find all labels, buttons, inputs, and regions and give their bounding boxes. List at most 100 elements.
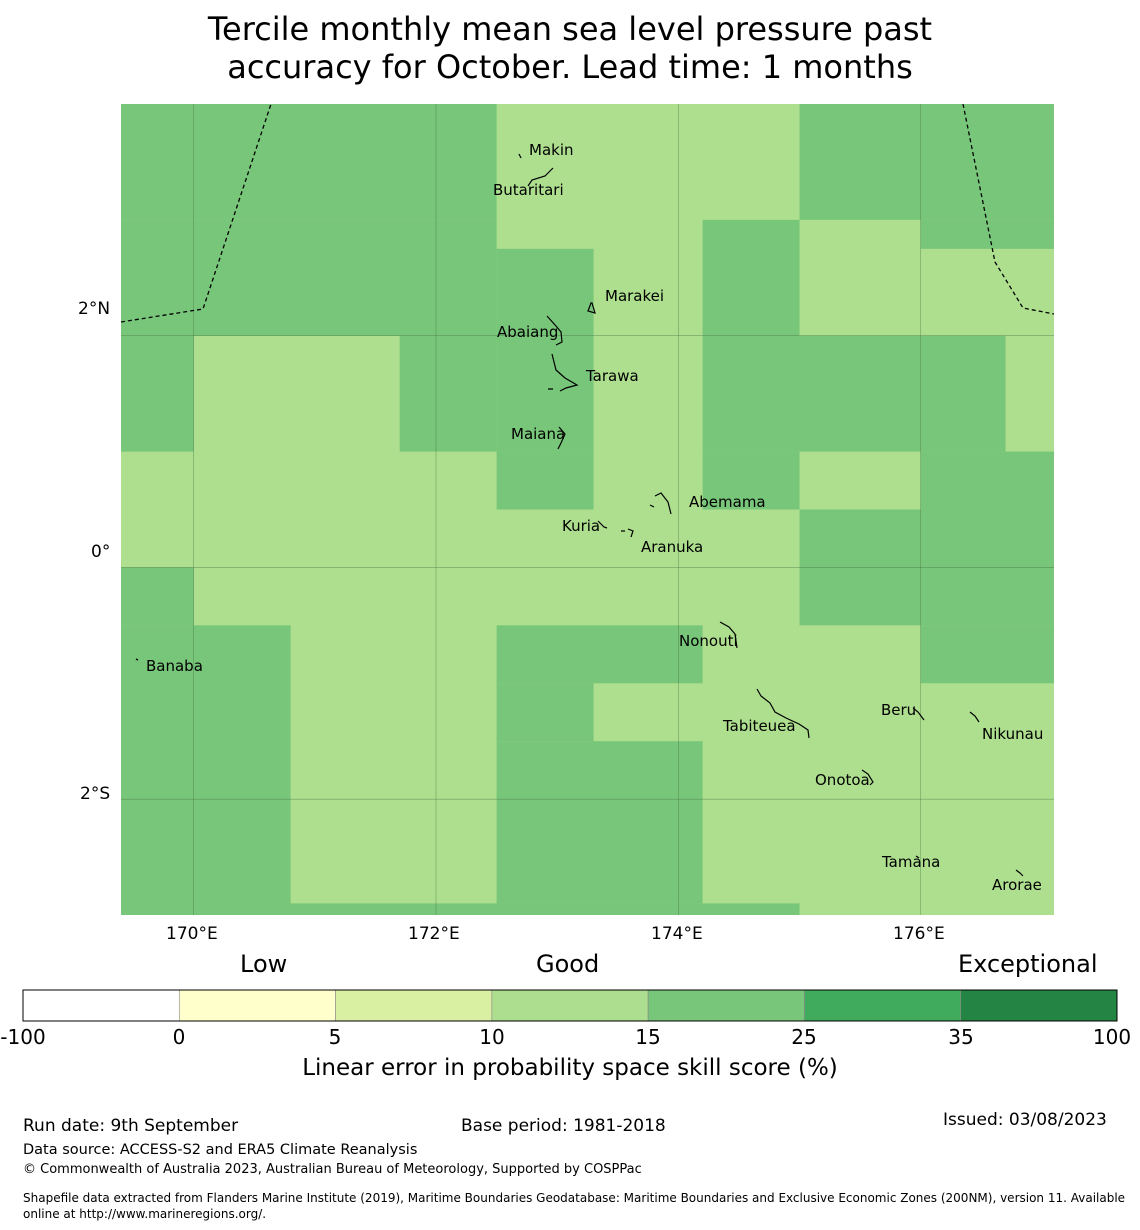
colorbar-segment [804, 989, 962, 1022]
island-outline-makin [518, 153, 522, 159]
skill-cell [496, 741, 703, 904]
title-line-2: accuracy for October. Lead time: 1 month… [227, 48, 913, 86]
lon-label-170e: 170°E [166, 924, 218, 944]
island-outline-kuria [597, 520, 608, 529]
island-label: Nikunau [982, 725, 1043, 743]
shapefile-credit-line-1: Shapefile data extracted from Flanders M… [23, 1191, 1126, 1205]
data-source: Data source: ACCESS-S2 and ERA5 Climate … [23, 1142, 418, 1158]
lon-label-174e: 174°E [651, 924, 703, 944]
island-label: Maiana [511, 425, 565, 443]
island-label: Banaba [146, 657, 203, 675]
island-outline-nikunau [969, 711, 980, 723]
skill-cell [920, 219, 1054, 249]
island-label: Butaritari [493, 181, 564, 199]
skill-cell [702, 219, 800, 336]
island-label: Tabiteuea [722, 717, 796, 735]
skill-cell [193, 219, 497, 336]
copyright: © Commonwealth of Australia 2023, Austra… [23, 1162, 642, 1177]
skill-cell [121, 104, 194, 220]
island-label: Beru [881, 701, 916, 719]
lon-label-172e: 172°E [408, 924, 460, 944]
graticule [121, 104, 1054, 915]
colorbar-tick: 25 [791, 1025, 817, 1049]
eez-boundary-east [962, 103, 1055, 315]
skill-cell [920, 625, 1054, 684]
title-line-1: Tercile monthly mean sea level pressure … [207, 10, 933, 48]
island-outline-banaba [135, 658, 139, 661]
island-outline-abaiang [546, 315, 563, 346]
chart-title: Tercile monthly mean sea level pressure … [0, 10, 1140, 86]
eez-boundary-west [120, 103, 272, 323]
island-label: Arorae [992, 876, 1042, 894]
colorbar-category-low: Low [240, 950, 288, 978]
skill-cell [799, 104, 921, 220]
island-labels: Makin Butaritari Marakei Abaiang Tarawa … [146, 141, 1043, 894]
skill-cell [193, 104, 497, 220]
skill-cell [121, 903, 800, 915]
island-outline-aranuka [621, 528, 634, 538]
island-outline-onotoa [861, 769, 874, 786]
eez-boundaries [120, 103, 1055, 323]
skill-cell [702, 335, 921, 452]
island-label: Abemama [689, 493, 766, 511]
island-label: Makin [529, 141, 574, 159]
skill-cells [121, 104, 1054, 915]
island-outline-abemama [649, 492, 672, 515]
colorbar-segment [22, 989, 180, 1022]
colorbar [22, 989, 1118, 1022]
island-label: Kuria [562, 517, 600, 535]
island-outline-tamana [915, 855, 920, 859]
colorbar-category-exceptional: Exceptional [958, 950, 1098, 978]
base-period: Base period: 1981-2018 [461, 1116, 666, 1136]
run-date: Run date: 9th September [23, 1116, 239, 1136]
island-outline-nonouti [719, 621, 738, 649]
colorbar-tick: 5 [328, 1025, 342, 1049]
island-outline-arorae [1015, 869, 1024, 877]
skill-cell [496, 335, 594, 452]
skill-cell [702, 451, 800, 510]
skill-cell [121, 567, 194, 626]
colorbar-segment [647, 989, 805, 1022]
colorbar-category-good: Good [536, 950, 600, 978]
lat-label-0: 0° [91, 542, 111, 562]
skill-cell [496, 683, 594, 742]
island-outline-marakei [587, 302, 596, 314]
skill-cell [920, 335, 1006, 452]
issued-date: Issued: 03/08/2023 [943, 1110, 1107, 1130]
colorbar-tick: 10 [479, 1025, 505, 1049]
colorbar-tick: 15 [635, 1025, 661, 1049]
skill-cell [399, 335, 497, 452]
island-label: Marakei [605, 287, 664, 305]
island-outline-maiana [557, 426, 566, 450]
island-outline-beru [912, 707, 925, 721]
island-label: Nonouti [679, 632, 738, 650]
skill-cell [920, 451, 1054, 510]
island-outline-tarawa [548, 353, 579, 392]
skill-cell [496, 248, 594, 336]
colorbar-tick: 0 [172, 1025, 186, 1049]
colorbar-frame [22, 989, 1118, 1022]
skill-cell [121, 219, 194, 336]
skill-cell [121, 625, 291, 915]
colorbar-tick: -100 [0, 1025, 46, 1049]
colorbar-label: Linear error in probability space skill … [302, 1055, 838, 1081]
island-outlines [135, 153, 1024, 877]
skill-cell [920, 104, 1054, 220]
island-label: Abaiang [497, 323, 558, 341]
colorbar-segment [491, 989, 649, 1022]
lat-label-2s: 2°S [80, 784, 111, 804]
island-label: Tarawa [585, 367, 639, 385]
skill-cell [496, 451, 594, 510]
lat-label-2n: 2°N [78, 299, 111, 319]
skill-cell [121, 335, 194, 452]
colorbar-tick: 100 [1092, 1025, 1132, 1049]
colorbar-segment [335, 989, 493, 1022]
skill-cell [496, 625, 703, 684]
shapefile-credit-line-2: online at http://www.marineregions.org/. [23, 1207, 267, 1221]
lon-label-176e: 176°E [893, 924, 945, 944]
island-label: Aranuka [641, 538, 703, 556]
colorbar-segment [960, 989, 1118, 1022]
colorbar-segment [178, 989, 336, 1022]
colorbar-tick: 35 [948, 1025, 974, 1049]
